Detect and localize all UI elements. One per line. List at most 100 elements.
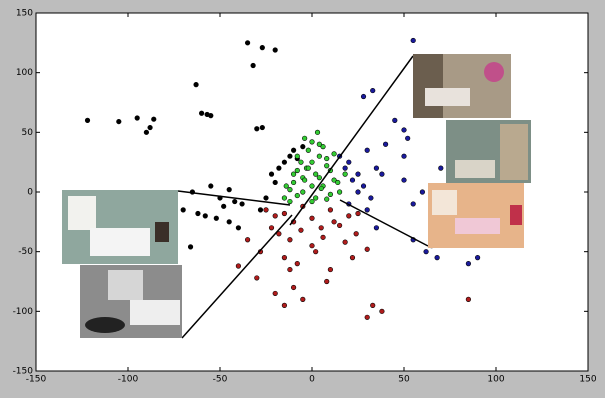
point [309,198,315,205]
point [294,153,300,159]
point [250,62,256,69]
point [379,308,385,314]
point [392,117,398,123]
point [309,243,315,249]
point [342,239,348,245]
point [475,255,481,261]
points [84,37,499,320]
point [337,189,343,195]
point [208,183,214,189]
point [309,183,315,189]
connector [289,55,414,226]
x-tick-label: -100 [118,375,139,385]
point [226,187,232,193]
point [272,290,278,297]
point [346,213,352,219]
y-tick-label: 150 [16,9,33,19]
point [316,175,322,181]
point [331,151,337,157]
photo-detail [432,190,457,215]
point [355,189,361,195]
connector [177,190,291,206]
y-tick-label: 0 [27,188,33,198]
photo-overlays [62,54,531,339]
point [116,118,122,125]
photo-detail [90,228,150,256]
point [291,284,297,291]
point [335,179,341,186]
point [291,179,297,186]
point [360,183,367,189]
point [327,207,334,213]
point [305,165,311,171]
point [254,126,260,132]
photo [413,54,511,118]
point [465,296,472,303]
point [294,192,300,199]
point [324,278,330,285]
x-tick-label: -50 [213,375,228,385]
point [281,210,288,217]
photo-detail [425,88,470,106]
photo-detail [85,317,125,333]
point [254,275,260,281]
point [320,234,326,240]
point [324,196,330,202]
x-tick-label: 100 [487,375,504,385]
point [259,124,265,131]
point [309,139,315,145]
point [379,171,385,177]
point [232,198,238,205]
point [373,165,380,171]
point [434,255,440,261]
point [272,47,278,53]
point [281,255,288,261]
point [318,185,324,192]
point [195,210,201,217]
point [346,159,352,165]
point [331,219,337,225]
point [84,117,91,123]
photo-detail [500,124,528,180]
point [370,87,376,94]
point [327,266,334,273]
point [276,165,282,171]
point [313,195,319,201]
point [263,195,269,201]
photo-detail [130,300,180,325]
point [239,201,245,207]
point [342,171,348,177]
y-tick-label: -100 [13,307,34,317]
photo-detail [413,54,443,118]
point [294,261,300,267]
point [268,171,275,177]
point [364,147,370,153]
point [134,115,140,121]
point [300,189,306,195]
x-tick-label: 0 [309,375,315,385]
point [320,144,326,150]
point [281,302,288,308]
point [193,81,199,88]
point [313,249,319,255]
point [202,213,208,219]
point [300,144,306,150]
point [318,225,324,231]
point [337,222,343,229]
y-tick-label: -150 [13,367,34,377]
point [401,153,407,159]
y-tick-label: -50 [18,247,33,257]
point [287,198,293,205]
point [287,237,293,243]
point [355,210,361,217]
photo [62,190,178,264]
point [259,45,265,51]
photo-detail [455,218,500,234]
photo-detail [155,222,169,242]
point [287,153,293,159]
point [401,127,407,133]
point [364,246,370,252]
point [151,116,157,122]
